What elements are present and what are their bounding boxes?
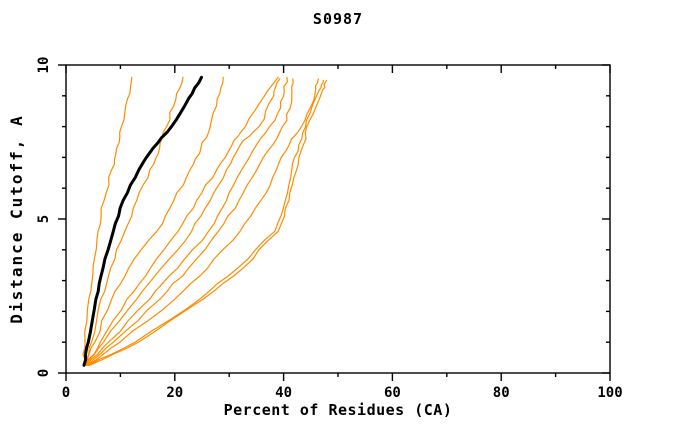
series-curve-model-2 xyxy=(83,76,184,366)
series-curve-reference-model xyxy=(82,75,203,367)
series-curve-model-6 xyxy=(86,76,288,366)
x-tick-label: 100 xyxy=(597,385,622,401)
series-curve-model-5 xyxy=(86,78,281,366)
curves-group xyxy=(82,75,328,367)
series-curve-model-10 xyxy=(88,79,328,366)
y-tick-label: 10 xyxy=(36,57,52,74)
x-tick-label: 60 xyxy=(384,385,401,401)
x-tick-label: 80 xyxy=(493,385,510,401)
x-tick-label: 40 xyxy=(275,385,292,401)
series-curve-model-7 xyxy=(87,78,294,366)
axis-ticks-group xyxy=(58,64,611,381)
x-axis-label: Percent of Residues (CA) xyxy=(224,401,453,419)
y-tick-label: 0 xyxy=(36,369,52,377)
x-tick-label: 0 xyxy=(62,385,70,401)
series-curve-model-9 xyxy=(88,79,324,366)
chart-title: S0987 xyxy=(313,10,363,28)
y-tick-label: 5 xyxy=(36,215,52,223)
tick-labels-group: 0 20 40 60 80 100 0 5 10 xyxy=(36,57,623,401)
y-axis-label: Distance Cutoff, A xyxy=(7,114,26,323)
series-curve-model-4 xyxy=(85,76,279,366)
x-tick-label: 20 xyxy=(166,385,183,401)
series-curve-model-8 xyxy=(87,78,319,366)
plot-frame xyxy=(65,64,611,374)
series-curve-model-3 xyxy=(84,76,224,366)
series-curve-model-1 xyxy=(82,76,133,366)
